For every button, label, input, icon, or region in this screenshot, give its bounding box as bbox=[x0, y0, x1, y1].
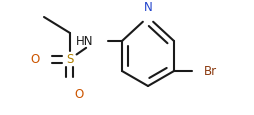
Text: O: O bbox=[31, 53, 40, 66]
Text: HN: HN bbox=[75, 35, 93, 48]
Text: N: N bbox=[143, 1, 152, 14]
Text: O: O bbox=[74, 87, 83, 100]
Text: S: S bbox=[66, 53, 73, 66]
Text: Br: Br bbox=[203, 65, 216, 78]
